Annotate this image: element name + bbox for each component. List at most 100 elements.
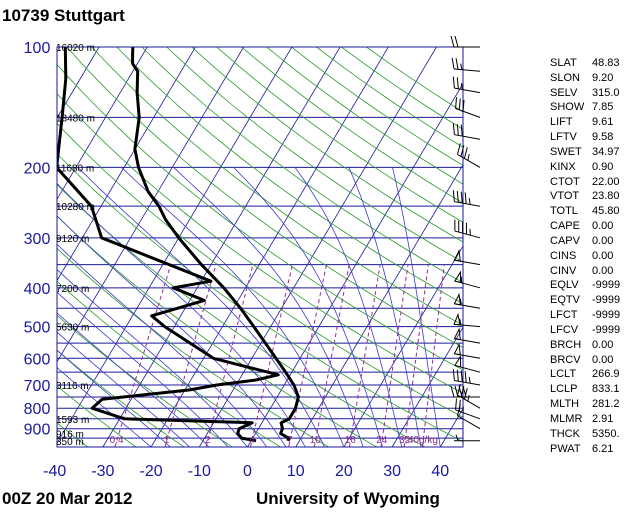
wind-barb-full xyxy=(460,145,465,157)
wind-barb-full xyxy=(456,143,461,155)
wind-barb-staff xyxy=(454,230,481,239)
wind-barb-full xyxy=(463,147,468,159)
dry-adiabat xyxy=(57,153,463,443)
wind-barb xyxy=(452,76,481,94)
dry-adiabat xyxy=(57,215,378,447)
dry-adiabat xyxy=(57,247,329,447)
isotherm-line xyxy=(247,82,463,447)
wind-barb-staff xyxy=(455,409,481,420)
index-row: TOTL 45.80 xyxy=(550,204,620,219)
wind-barb xyxy=(452,190,481,207)
wind-barb-full xyxy=(460,191,463,204)
index-value: 0.90 xyxy=(592,160,614,173)
wind-barb xyxy=(456,143,481,168)
dry-adiabat xyxy=(57,385,137,447)
wind-barb xyxy=(450,35,480,48)
wind-barb xyxy=(452,123,481,140)
index-row: CAPV 0.00 xyxy=(550,234,620,249)
wind-barb xyxy=(452,369,481,386)
index-key: TOTL xyxy=(550,205,578,218)
moist-adiabat xyxy=(173,167,364,447)
index-value: 281.2 xyxy=(592,398,620,411)
wind-barb-pennant xyxy=(453,292,461,306)
index-row: EQTV -9999 xyxy=(550,293,620,308)
index-key: SHOW xyxy=(550,101,585,114)
dry-adiabat xyxy=(141,47,463,284)
temperature-profile-line xyxy=(131,47,300,442)
index-value: 0.00 xyxy=(592,353,614,366)
pressure-tick-label: 800 xyxy=(24,401,51,418)
dry-adiabat xyxy=(116,47,463,305)
wind-barb-full xyxy=(456,123,459,136)
wind-barb xyxy=(455,398,481,420)
dewpoint-profile-line xyxy=(57,47,280,443)
index-value: 48.83 xyxy=(592,57,620,69)
height-label: 5630 m xyxy=(56,323,89,334)
wind-barb-full xyxy=(462,99,465,112)
wind-barb-full xyxy=(465,222,467,235)
index-row: CINS 0.00 xyxy=(550,249,620,264)
wind-barb xyxy=(453,292,481,309)
index-value: 0.00 xyxy=(592,234,614,247)
observation-time: 00Z 20 Mar 2012 xyxy=(2,489,133,508)
station-title: 10739 Stuttgart xyxy=(2,6,125,25)
temperature-tick-label: 20 xyxy=(335,463,353,480)
mixing-ratio-label: 1 xyxy=(164,435,170,446)
mixing-ratio-label: 24 xyxy=(376,435,388,446)
index-value: 9.58 xyxy=(592,131,614,144)
wind-barb-full xyxy=(456,190,459,203)
index-row: LFCT -9999 xyxy=(550,308,620,323)
wind-barb-staff xyxy=(455,108,481,118)
mixing-ratio-line xyxy=(205,264,254,447)
wind-barb-half xyxy=(460,83,463,90)
moist-adiabat xyxy=(392,167,441,447)
isotherm-line xyxy=(57,47,196,282)
index-key: CTOT xyxy=(550,175,580,188)
wind-barb-full xyxy=(452,76,455,89)
wind-barb-staff xyxy=(457,415,481,430)
wind-barb-full xyxy=(450,385,455,398)
index-row: MLTH 281.2 xyxy=(550,397,620,412)
mixing-ratio-label: 2 xyxy=(205,435,211,446)
wind-barb-full xyxy=(452,190,455,202)
index-value: 0.00 xyxy=(592,249,614,262)
index-key: LFCV xyxy=(550,323,579,336)
wind-barb-pennant xyxy=(453,249,461,262)
height-label: 13480 m xyxy=(56,113,95,124)
index-value: 9.20 xyxy=(592,71,614,84)
wind-barb-half xyxy=(460,276,463,283)
isotherm-line xyxy=(198,47,437,447)
index-row: SWET 34.97 xyxy=(550,145,620,160)
index-row: LFCV -9999 xyxy=(550,323,620,338)
wind-barb-full xyxy=(458,98,461,110)
mixing-ratio-line xyxy=(380,264,409,447)
plot-frame xyxy=(56,46,464,448)
moist-adiabat xyxy=(121,167,345,447)
index-value: 0.00 xyxy=(592,220,614,233)
wind-barb-full xyxy=(460,370,463,382)
index-row: CTOT 22.00 xyxy=(550,175,620,190)
index-row: LCLT 266.9 xyxy=(550,367,620,382)
index-row: CINV 0.00 xyxy=(550,264,620,279)
isotherm-line xyxy=(0,47,3,447)
height-label: 9120 m xyxy=(56,234,89,245)
wind-barb-full xyxy=(454,219,456,232)
index-key: SLON xyxy=(550,71,580,84)
wind-barb-full xyxy=(456,369,459,382)
index-row: BRCV 0.00 xyxy=(550,353,620,368)
wind-barb xyxy=(453,312,481,328)
wind-barb-full xyxy=(464,371,467,383)
mixing-ratio-line xyxy=(348,264,381,447)
index-key: CINV xyxy=(550,264,577,277)
index-key: SELV xyxy=(550,86,578,99)
index-row: BRCH 0.00 xyxy=(550,338,620,353)
wind-barb-half xyxy=(467,394,470,402)
index-value: 45.80 xyxy=(592,205,620,218)
temperature-tick-label: 30 xyxy=(383,463,401,480)
index-key: EQTV xyxy=(550,294,580,307)
wind-barb-pennant xyxy=(454,354,462,368)
index-value: 0.00 xyxy=(592,264,614,277)
wind-barb-full xyxy=(456,77,459,89)
temperature-tick-label: -40 xyxy=(43,463,66,480)
index-key: SWET xyxy=(550,145,582,158)
